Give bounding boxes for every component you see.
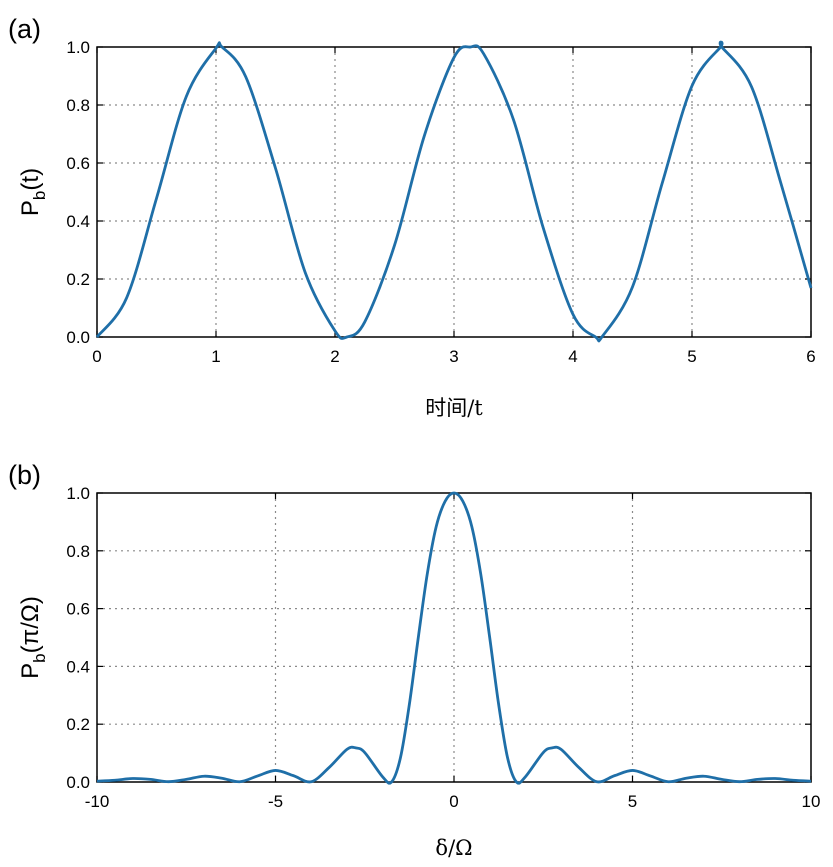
chart-panel-a: 0 1 2 3 4 5 6 0.0 0.2 0.4 0.6 0.8 1.0 (a) 时间/t Pb(t) [8,14,816,420]
x-axis-label: 时间/t [425,396,483,420]
x-tick-label: 10 [802,792,821,811]
y-axis-label: Pb(t) [17,168,49,216]
x-tick-label: 1 [211,347,220,366]
y-tick-label: 1.0 [66,484,90,503]
y-tick-label: 0.4 [66,657,90,676]
y-tick-label: 0.2 [66,270,90,289]
y-tick-label: 0.0 [66,773,90,792]
y-tick-label: 0.8 [66,542,90,561]
y-tick-label: 1.0 [66,38,90,57]
x-tick-label: 5 [687,347,696,366]
y-tick-label: 0.0 [66,328,90,347]
x-tick-label: 3 [449,347,458,366]
y-axis-label: Pb(π/Ω) [17,596,49,679]
y-axis-label-main: P [17,663,44,679]
y-tick-label: 0.6 [66,600,90,619]
panel-label: (b) [8,460,41,490]
y-axis-label-tail: (t) [17,168,44,191]
y-tick-label: 0.8 [66,96,90,115]
y-tick-label: 0.6 [66,154,90,173]
y-tick-label: 0.4 [66,212,90,231]
x-tick-label: -5 [268,792,283,811]
x-tick-label: 2 [330,347,339,366]
y-tick-label: 0.2 [66,715,90,734]
x-tick-label: -10 [85,792,110,811]
y-axis-label-subscript: b [30,653,49,662]
chart-panel-b: -10 -5 0 5 10 0.0 0.2 0.4 0.6 0.8 1.0 (b) δ/Ω Pb(π/Ω) [8,460,820,860]
x-tick-label: 0 [449,792,458,811]
y-axis-label-tail: (π/Ω) [17,596,44,653]
x-axis-label: δ/Ω [435,836,472,860]
y-axis-label-main: P [17,200,44,216]
x-tick-label: 4 [568,347,577,366]
series-line-0 [96,491,812,785]
x-tick-label: 0 [92,347,101,366]
x-tick-label: 6 [806,347,815,366]
y-axis-label-subscript: b [30,191,49,200]
panel-label: (a) [8,14,41,44]
series-line-0 [95,40,813,343]
x-tick-label: 5 [628,792,637,811]
